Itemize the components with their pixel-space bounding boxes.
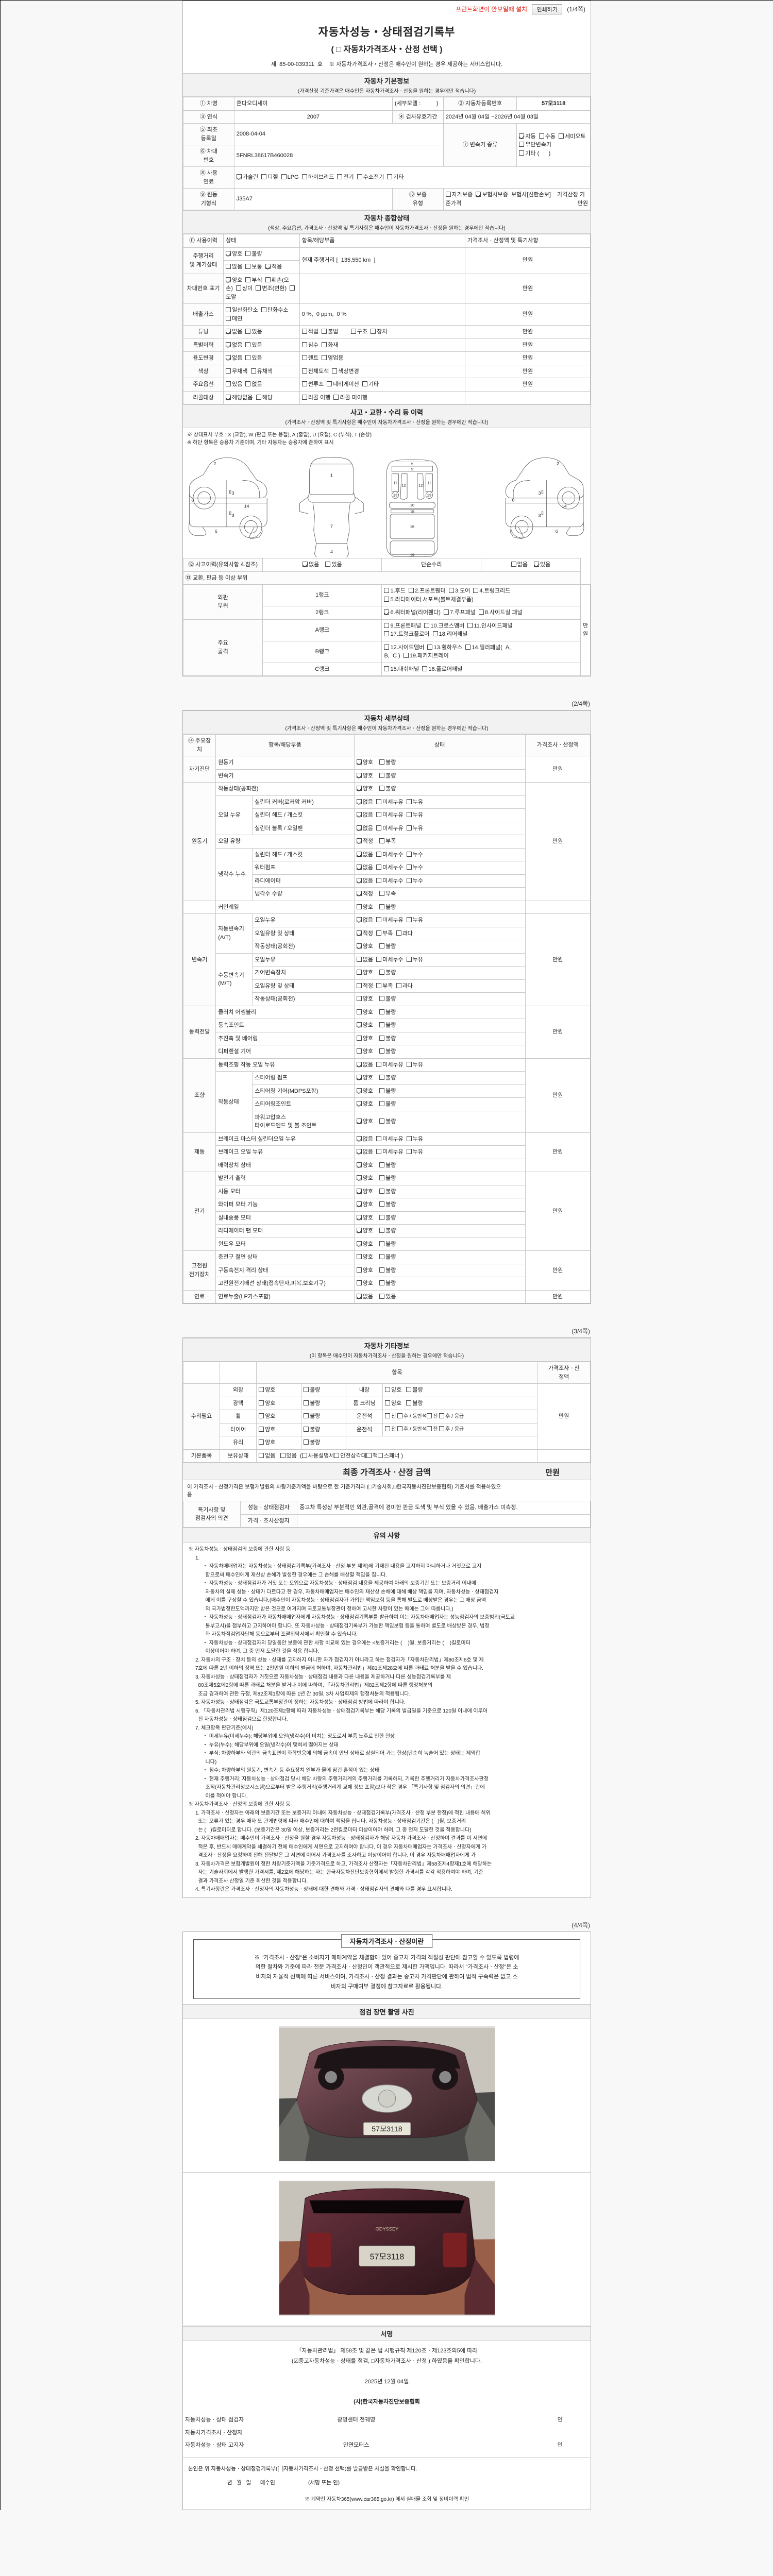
svg-text:11: 11 — [427, 480, 431, 485]
svg-text:14: 14 — [244, 504, 249, 509]
svg-text:14: 14 — [562, 504, 567, 509]
svg-text:1: 1 — [330, 472, 333, 478]
svg-text:12: 12 — [401, 483, 406, 487]
svg-text:15: 15 — [410, 510, 414, 514]
svg-text:10: 10 — [410, 503, 414, 507]
svg-text:2: 2 — [213, 461, 216, 466]
svg-text:57모3118: 57모3118 — [369, 2253, 404, 2262]
svg-text:3: 3 — [232, 490, 234, 496]
svg-text:8: 8 — [192, 497, 194, 502]
svg-text:ODYSSEY: ODYSSEY — [375, 2227, 398, 2232]
svg-text:12: 12 — [418, 483, 423, 487]
svg-text:8: 8 — [512, 497, 515, 502]
svg-text:3: 3 — [539, 490, 541, 496]
svg-text:11: 11 — [393, 480, 397, 485]
svg-text:2: 2 — [557, 461, 559, 466]
svg-text:16: 16 — [410, 524, 414, 529]
svg-text:13: 13 — [427, 493, 431, 497]
svg-text:6: 6 — [556, 529, 558, 534]
svg-text:5: 5 — [411, 462, 413, 466]
svg-text:3: 3 — [232, 513, 234, 518]
svg-text:7: 7 — [330, 523, 333, 529]
svg-text:4: 4 — [330, 549, 333, 554]
svg-text:19: 19 — [410, 553, 414, 557]
svg-text:57모3118: 57모3118 — [372, 2125, 402, 2133]
svg-text:9: 9 — [411, 467, 413, 471]
svg-text:13: 13 — [393, 493, 397, 497]
svg-text:6: 6 — [215, 529, 217, 534]
svg-text:3: 3 — [539, 513, 541, 518]
